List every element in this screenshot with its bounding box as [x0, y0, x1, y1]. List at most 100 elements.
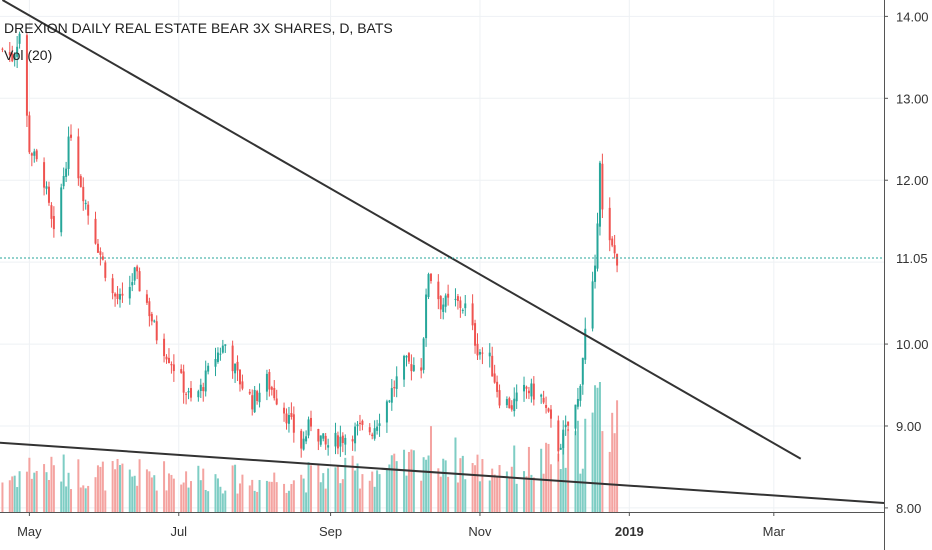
volume-bar [496, 475, 499, 512]
volume-bar [508, 477, 511, 512]
volume-bar [47, 479, 50, 512]
candle-body [388, 400, 391, 402]
volume-bar [150, 477, 153, 512]
candle-body [515, 392, 518, 402]
candle-body [481, 352, 484, 354]
volume-bar [79, 487, 82, 512]
y-tick-label: 9.00 [896, 419, 921, 434]
volume-bar [172, 478, 175, 512]
candle-body [327, 445, 330, 448]
volume-bar [564, 467, 567, 512]
candle-body [18, 33, 21, 44]
volume-bar [270, 481, 273, 512]
volume-bar [351, 455, 354, 512]
y-tick-label: 13.00 [896, 91, 929, 106]
volume-bar [185, 471, 188, 512]
volume-bar [596, 387, 599, 512]
candle-body [437, 281, 440, 300]
volume-bar [378, 474, 381, 512]
volume-bar [207, 491, 210, 512]
candle-body [576, 398, 579, 407]
candle-body [13, 53, 16, 61]
volume-bar [219, 486, 222, 512]
volume-bar [576, 420, 579, 512]
candle-body [584, 328, 587, 360]
volume-bar [584, 418, 587, 512]
candle-body [185, 393, 188, 395]
candle-body [574, 404, 577, 429]
volume-bar [515, 483, 518, 512]
candle-body [498, 390, 501, 406]
candle-body [567, 421, 570, 426]
volume-bar [407, 451, 410, 512]
candle-body [591, 281, 594, 329]
volume-bar [356, 463, 359, 512]
volume-bar [471, 463, 474, 512]
candle-body [527, 390, 530, 394]
candle-body [153, 320, 156, 322]
chart-title: DREXION DAILY REAL ESTATE BEAR 3X SHARES… [4, 20, 393, 36]
candle-body [598, 162, 601, 227]
volume-bar [388, 464, 391, 512]
volume-bar [442, 458, 445, 512]
volume-bar [322, 473, 325, 512]
volume-bar [60, 481, 63, 512]
candle-body [62, 175, 65, 187]
volume-bar [456, 482, 459, 512]
candle-body [253, 390, 256, 413]
volume-bar [216, 478, 219, 512]
candle-body [163, 338, 166, 357]
candle-body [283, 407, 286, 414]
candle-body [339, 436, 342, 447]
volume-bar [410, 449, 413, 512]
candle-body [197, 391, 200, 398]
candle-body [231, 345, 234, 372]
volume-bar [461, 455, 464, 512]
volume-bar [50, 456, 53, 512]
volume-bar [45, 472, 48, 512]
candle-body [523, 384, 526, 392]
candle-body [165, 356, 168, 360]
price-axis [884, 0, 932, 550]
volume-bar [493, 474, 496, 512]
last-price-label: 11.05 [896, 251, 928, 266]
volume-bar [231, 465, 234, 512]
volume-bar [77, 459, 80, 512]
volume-bar [287, 490, 290, 512]
candle-body [471, 303, 474, 326]
candle-body [427, 274, 430, 297]
candle-body [216, 352, 219, 362]
candle-body [182, 371, 185, 393]
volume-bar [476, 454, 479, 512]
volume-bar [613, 433, 616, 512]
candle-body [118, 294, 121, 300]
volume-bar [598, 382, 601, 512]
candle-body [202, 387, 205, 392]
volume-bar [99, 466, 102, 512]
candle-body [258, 392, 261, 403]
candle-body [405, 355, 408, 358]
volume-bar [16, 487, 19, 512]
candle-body [324, 435, 327, 445]
candle-body [234, 363, 237, 374]
volume-bar [422, 457, 425, 512]
volume-bar [94, 477, 97, 512]
volume-bar [549, 464, 552, 512]
volume-bar [214, 474, 217, 512]
volume-bar [334, 467, 337, 512]
candle-body [79, 176, 82, 188]
volume-bar [170, 474, 173, 512]
candle-body [145, 294, 148, 303]
last-price-box [885, 248, 932, 269]
volume-bar [498, 465, 501, 512]
candle-body [148, 301, 151, 317]
candle-body [395, 376, 398, 389]
volume-bar [241, 474, 244, 512]
volume-bar [285, 492, 288, 512]
volume-bar [30, 478, 33, 512]
y-tick-label: 10.00 [896, 337, 929, 352]
volume-bar [488, 480, 491, 512]
candle-body [82, 186, 85, 202]
